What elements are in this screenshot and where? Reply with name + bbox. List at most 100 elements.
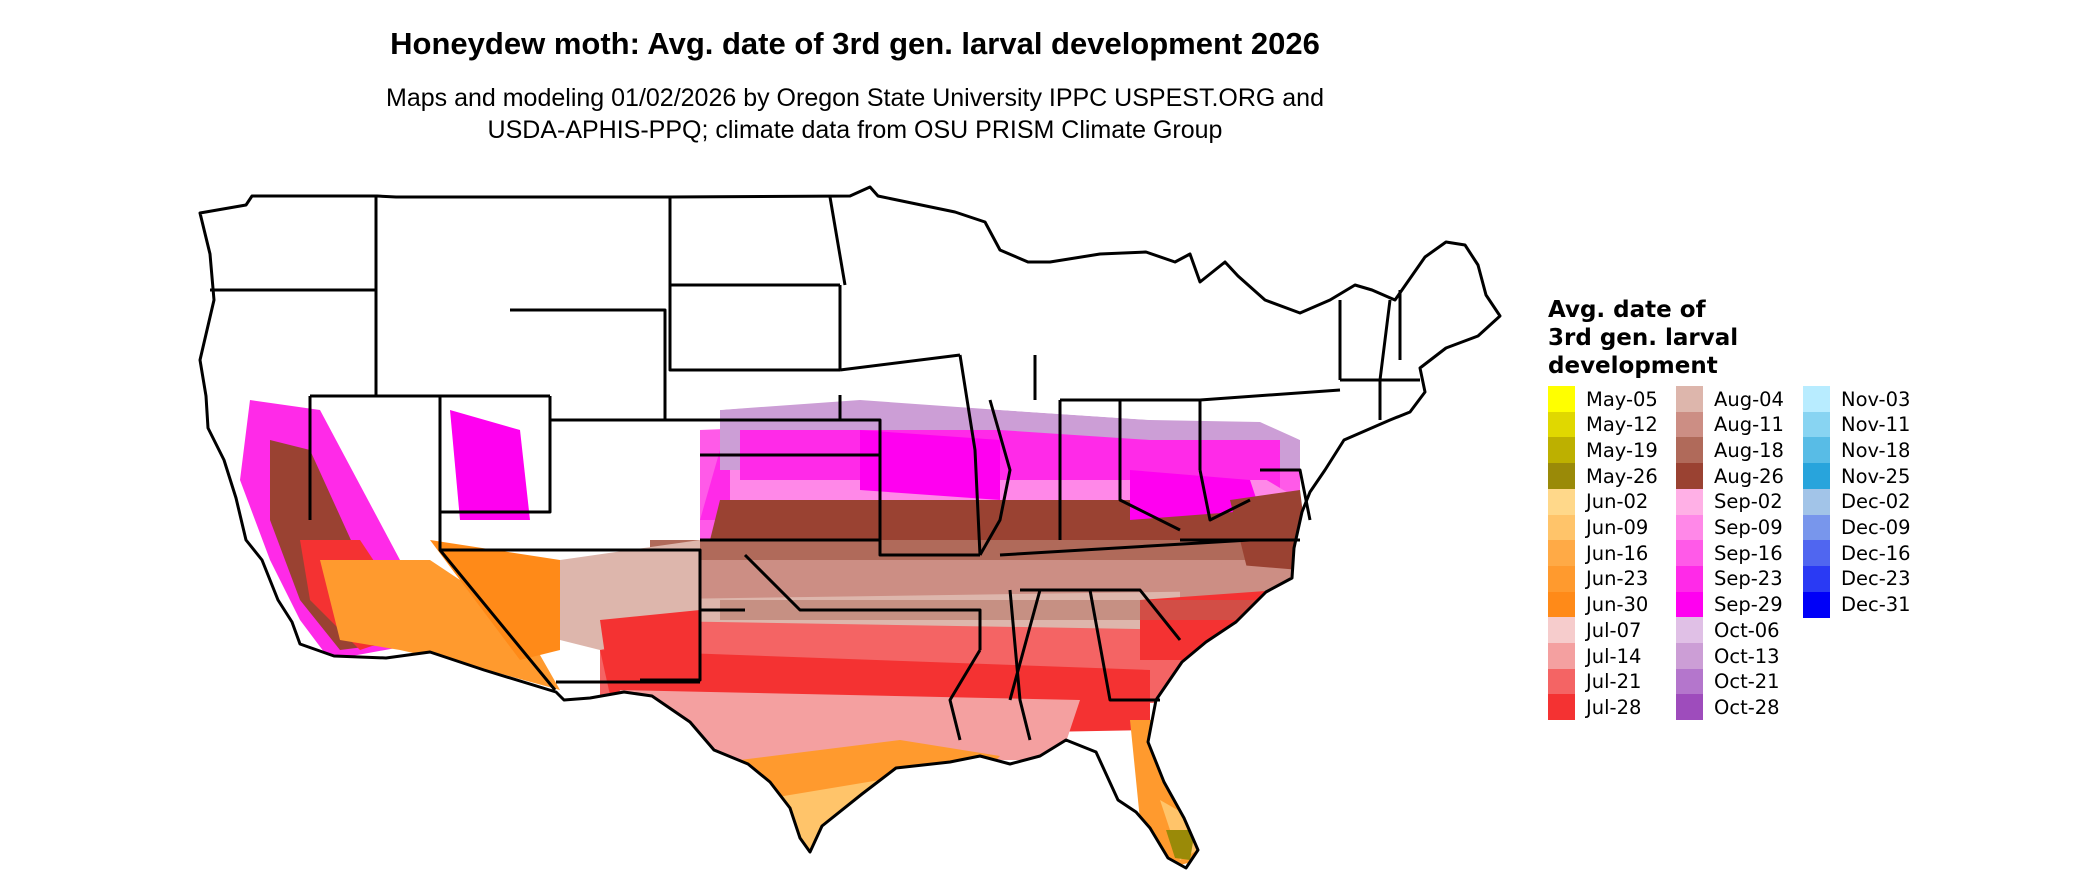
legend-item: Oct-06 xyxy=(1676,617,1780,644)
legend-swatch xyxy=(1548,540,1575,567)
legend-label: Sep-02 xyxy=(1714,490,1783,514)
legend-swatch xyxy=(1803,565,1830,592)
legend-swatch xyxy=(1676,514,1703,541)
legend-swatch xyxy=(1803,540,1830,567)
legend-label: Oct-13 xyxy=(1714,644,1780,668)
legend-swatch xyxy=(1676,488,1703,515)
legend-swatch xyxy=(1548,386,1575,412)
legend-swatch xyxy=(1676,643,1703,669)
legend-item: Nov-11 xyxy=(1803,411,1911,438)
legend-title-line-1: Avg. date of xyxy=(1548,297,1706,323)
legend-label: Nov-25 xyxy=(1841,464,1911,488)
legend-swatch xyxy=(1676,591,1703,618)
legend-item: Sep-23 xyxy=(1676,565,1783,592)
legend-item: Jun-02 xyxy=(1548,488,1649,515)
legend-label: Sep-29 xyxy=(1714,593,1783,617)
legend-label: Jul-07 xyxy=(1586,618,1642,642)
legend-item: Jun-30 xyxy=(1548,591,1649,618)
legend-swatch xyxy=(1803,463,1830,490)
legend-item: Jul-14 xyxy=(1548,643,1641,669)
legend-swatch xyxy=(1548,643,1575,669)
legend-swatch xyxy=(1676,463,1703,490)
legend-label: Oct-06 xyxy=(1714,618,1780,642)
legend-item: Jul-21 xyxy=(1548,668,1642,695)
legend-label: Nov-11 xyxy=(1841,413,1911,437)
legend-item: Sep-16 xyxy=(1676,540,1783,567)
legend-swatch xyxy=(1803,488,1830,515)
legend-swatch xyxy=(1803,411,1830,438)
legend-item: Jul-07 xyxy=(1548,617,1642,644)
legend-swatch xyxy=(1548,437,1575,464)
legend-label: May-26 xyxy=(1586,464,1658,488)
legend-label: Jul-28 xyxy=(1586,695,1642,719)
legend-swatch xyxy=(1548,411,1575,438)
legend-item: Dec-23 xyxy=(1803,565,1911,592)
legend-label: May-12 xyxy=(1586,413,1658,437)
legend-item: Nov-18 xyxy=(1803,437,1911,464)
legend-label: Jul-21 xyxy=(1586,670,1642,694)
legend-item: Dec-31 xyxy=(1803,591,1911,618)
legend-label: Dec-23 xyxy=(1841,567,1911,591)
legend-item: Oct-13 xyxy=(1676,643,1780,669)
legend-title: Avg. date of 3rd gen. larval development xyxy=(1548,296,1738,380)
legend-item: Dec-16 xyxy=(1803,540,1911,567)
legend-swatch xyxy=(1548,694,1575,721)
legend-label: Jun-09 xyxy=(1586,516,1649,539)
northern-no-development-area xyxy=(200,187,1500,440)
legend-label: Nov-18 xyxy=(1841,438,1911,462)
legend-label: May-19 xyxy=(1586,438,1658,462)
legend-item: Dec-09 xyxy=(1803,514,1911,541)
legend-item: Jun-16 xyxy=(1548,540,1648,567)
legend-label: Dec-02 xyxy=(1841,490,1911,514)
legend-label: Jun-30 xyxy=(1586,593,1649,617)
legend-swatch xyxy=(1548,617,1575,644)
legend-label: Aug-11 xyxy=(1714,413,1784,437)
legend-item: Nov-25 xyxy=(1803,463,1911,490)
legend-item: Jun-23 xyxy=(1548,565,1648,592)
legend-swatch xyxy=(1548,591,1575,618)
legend-label: Aug-26 xyxy=(1714,464,1784,488)
legend-swatch xyxy=(1676,411,1703,438)
state-boundaries xyxy=(198,185,1502,870)
map-subtitle-line-1: Maps and modeling 01/02/2026 by Oregon S… xyxy=(386,84,1324,112)
legend-item: Nov-03 xyxy=(1803,386,1910,412)
legend-item: Sep-09 xyxy=(1676,514,1783,541)
legend-item: Dec-02 xyxy=(1803,488,1911,515)
legend-swatch xyxy=(1676,617,1703,644)
legend-swatch xyxy=(1803,437,1830,464)
legend-item: Jul-28 xyxy=(1548,694,1642,721)
legend-swatch xyxy=(1548,488,1575,515)
legend-swatch xyxy=(1676,437,1703,464)
legend-swatch xyxy=(1676,540,1703,567)
legend-label: Dec-16 xyxy=(1841,541,1911,565)
legend-swatch xyxy=(1676,668,1703,695)
legend-swatch xyxy=(1548,514,1575,541)
legend-title-line-3: development xyxy=(1548,353,1718,379)
map-subtitle-line-2: USDA-APHIS-PPQ; climate data from OSU PR… xyxy=(487,116,1223,144)
legend-label: Jun-02 xyxy=(1586,490,1649,514)
map-title: Honeydew moth: Avg. date of 3rd gen. lar… xyxy=(390,26,1320,61)
legend-item: May-26 xyxy=(1548,463,1658,490)
legend-item: May-12 xyxy=(1548,411,1658,438)
legend-label: Oct-28 xyxy=(1714,695,1780,719)
legend-label: Aug-18 xyxy=(1714,438,1784,462)
legend-title-line-2: 3rd gen. larval xyxy=(1548,325,1739,351)
legend-item: Aug-11 xyxy=(1676,411,1784,438)
legend-label: May-05 xyxy=(1586,387,1658,411)
legend-label: Sep-23 xyxy=(1714,567,1783,591)
legend-swatch xyxy=(1676,694,1703,721)
legend-item: Sep-29 xyxy=(1676,591,1783,618)
legend-item: Aug-04 xyxy=(1676,386,1784,412)
legend-item: Aug-18 xyxy=(1676,437,1784,464)
legend-label: Dec-09 xyxy=(1841,516,1911,539)
legend-item: Jun-09 xyxy=(1548,514,1649,541)
legend-item: May-19 xyxy=(1548,437,1658,464)
legend-item: Oct-28 xyxy=(1676,694,1780,721)
legend-label: Dec-31 xyxy=(1841,593,1911,617)
legend-label: Nov-03 xyxy=(1841,387,1911,411)
legend-swatch xyxy=(1803,591,1830,618)
legend-item: Sep-02 xyxy=(1676,488,1783,515)
legend-label: Aug-04 xyxy=(1714,387,1784,411)
legend-swatch xyxy=(1803,386,1830,412)
